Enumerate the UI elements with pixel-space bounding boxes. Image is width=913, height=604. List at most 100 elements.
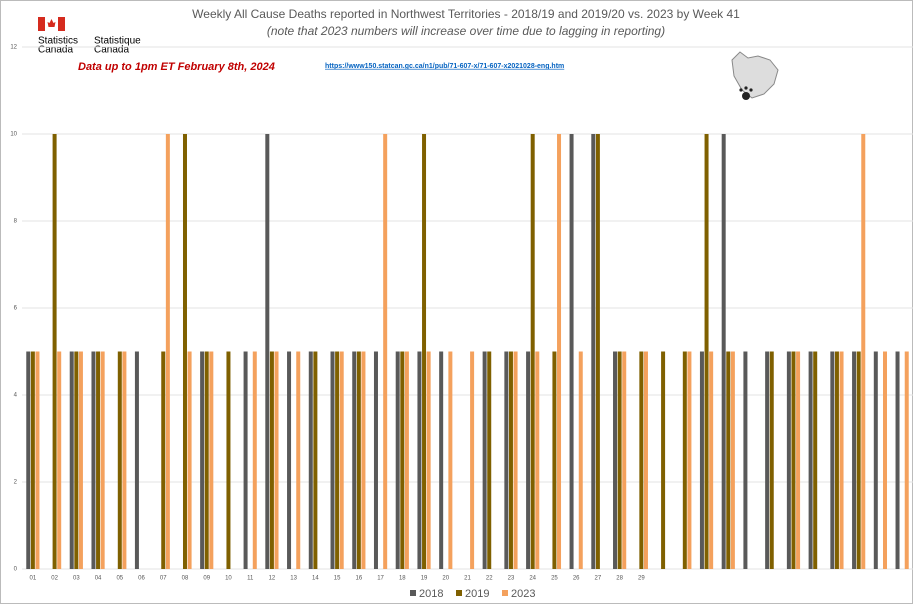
y-tick-label: 12 [10,45,17,51]
bar [134,351,139,569]
bar [395,351,400,569]
bar [721,134,726,569]
bar [330,351,335,569]
bar [643,351,648,569]
bar [69,351,74,569]
x-tick-label: 28 [616,576,623,582]
x-tick-label: 04 [95,576,102,582]
bar [687,351,692,569]
bar [852,351,857,569]
legend-swatch [502,590,508,596]
bar [439,351,444,569]
bar [265,134,270,569]
legend-label: 2023 [511,588,535,600]
legend-label: 2019 [465,588,489,600]
bar [883,351,888,569]
bar [535,351,540,569]
bar [78,351,83,569]
x-tick-label: 05 [116,576,123,582]
bar [30,351,35,569]
y-tick-label: 10 [10,132,17,138]
x-tick-label: 12 [269,576,276,582]
bar [26,351,31,569]
x-tick-label: 20 [442,576,449,582]
legend-swatch [456,590,462,596]
x-tick-label: 15 [334,576,341,582]
bar [356,351,361,569]
wolf-icon [731,51,779,100]
legend-label: 2018 [419,588,443,600]
bar [182,134,187,569]
chart-title: Weekly All Cause Deaths reported in Nort… [192,7,740,21]
bar [243,351,248,569]
bar [613,351,618,569]
x-tick-label: 07 [160,576,167,582]
bar [448,351,453,569]
bar [417,351,422,569]
bar [91,351,96,569]
bar [595,134,600,569]
bar [796,351,801,569]
x-tick-label: 02 [51,576,58,582]
bar [791,351,796,569]
bar [287,351,292,569]
bar [904,351,909,569]
x-tick-label: 08 [182,576,189,582]
bar [187,351,192,569]
bar [861,134,866,569]
bar [639,351,644,569]
bar [252,351,257,569]
bar [591,134,596,569]
bar [383,134,388,569]
source-link[interactable]: https://www150.statcan.gc.ca/n1/pub/71-6… [325,63,564,70]
bar [661,351,666,569]
bar [200,351,205,569]
bar [482,351,487,569]
bar [834,351,839,569]
x-tick-label: 17 [377,576,384,582]
x-tick-label: 25 [551,576,558,582]
bar [765,351,770,569]
bar [426,351,431,569]
x-tick-label: 27 [595,576,602,582]
bar [873,351,878,569]
bar [96,351,101,569]
bar [35,351,40,569]
bar [274,351,279,569]
bar [726,351,731,569]
bar [269,351,274,569]
bar [786,351,791,569]
x-tick-label: 10 [225,576,232,582]
x-tick-label: 22 [486,576,493,582]
x-tick-label: 29 [638,576,645,582]
bar [895,351,900,569]
bar [339,351,344,569]
bar [743,351,748,569]
bar [204,351,209,569]
bar [470,351,475,569]
bar [513,351,518,569]
bar [100,351,105,569]
bar [57,351,62,569]
x-tick-label: 23 [508,576,515,582]
y-tick-label: 8 [14,219,18,225]
logo-text: Statistics [38,36,78,47]
logo-text: Canada [38,45,73,56]
y-tick-label: 4 [14,393,18,399]
bar [569,134,574,569]
bar [508,351,513,569]
x-tick-label: 09 [203,576,210,582]
bar [313,351,318,569]
bar [578,351,583,569]
logo-text: Statistique [94,36,141,47]
bar [769,351,774,569]
bar [122,351,127,569]
bar [52,134,57,569]
legend-swatch [410,590,416,596]
bar [808,351,813,569]
x-tick-label: 13 [290,576,297,582]
x-tick-label: 11 [247,576,254,582]
bar [487,351,492,569]
